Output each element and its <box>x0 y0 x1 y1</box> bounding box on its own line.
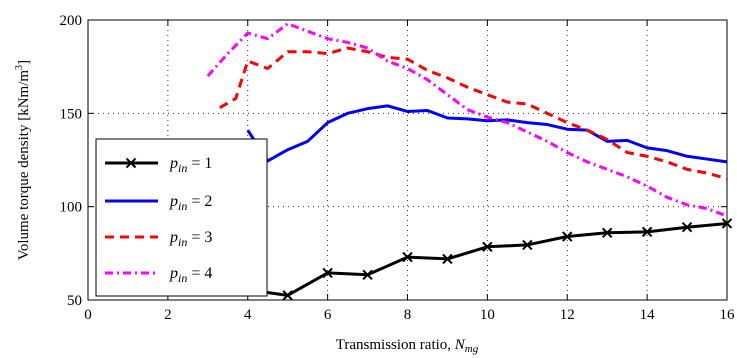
data-point <box>522 239 533 251</box>
x-tick-label: 2 <box>164 307 172 323</box>
legend-label: pin = 2 <box>169 193 212 213</box>
series-line-2 <box>246 104 728 164</box>
legend-label: pin = 4 <box>169 265 212 285</box>
x-tick-label: 12 <box>560 307 575 323</box>
x-tick-label: 16 <box>720 307 736 323</box>
data-point <box>681 221 693 233</box>
x-tick-label: 0 <box>84 307 92 323</box>
series-line-3 <box>219 46 728 181</box>
legend-item-2: pin = 2 <box>105 193 212 213</box>
data-point <box>282 290 293 301</box>
series-line-4 <box>206 22 728 218</box>
x-tick-label: 4 <box>244 307 252 323</box>
series-1 <box>242 218 733 301</box>
data-point <box>641 226 653 238</box>
y-tick-label: 100 <box>60 200 83 216</box>
x-axis-title: Transmission ratio, Nmg <box>336 337 479 355</box>
y-axis-title: Volume torque density [kNm/m3] <box>14 60 32 260</box>
series-4 <box>206 22 728 218</box>
x-tick-label: 10 <box>480 307 495 323</box>
data-point <box>562 231 573 242</box>
y-tick-label: 50 <box>67 293 82 309</box>
y-tick-label: 200 <box>60 13 83 29</box>
series-2 <box>246 104 728 164</box>
x-tick-label: 8 <box>404 307 412 323</box>
legend-item-3: pin = 3 <box>105 229 212 249</box>
legend-marker <box>125 157 137 169</box>
data-point <box>442 253 453 265</box>
legend-label: pin = 1 <box>169 155 212 175</box>
data-point <box>322 267 333 279</box>
legend: pin = 1 pin = 2 pin = 3 pin = 4 <box>95 138 268 297</box>
legend-item-4: pin = 4 <box>105 265 212 285</box>
data-point <box>601 227 613 239</box>
legend-label: pin = 3 <box>169 229 212 249</box>
series-3 <box>219 46 728 181</box>
y-tick-label: 150 <box>60 106 83 122</box>
x-tick-label: 6 <box>324 307 332 323</box>
data-point <box>402 251 413 263</box>
data-point <box>482 241 493 253</box>
x-tick-label: 14 <box>640 307 656 323</box>
legend-item-1: pin = 1 <box>105 155 212 175</box>
legend-items: pin = 1 pin = 2 pin = 3 pin = 4 <box>105 155 212 285</box>
data-series <box>206 22 733 301</box>
data-point <box>362 269 373 281</box>
legend-box <box>95 138 268 297</box>
tick-labels: 0 2 4 6 8 10 12 14 16 50 100 150 200 <box>60 13 736 323</box>
